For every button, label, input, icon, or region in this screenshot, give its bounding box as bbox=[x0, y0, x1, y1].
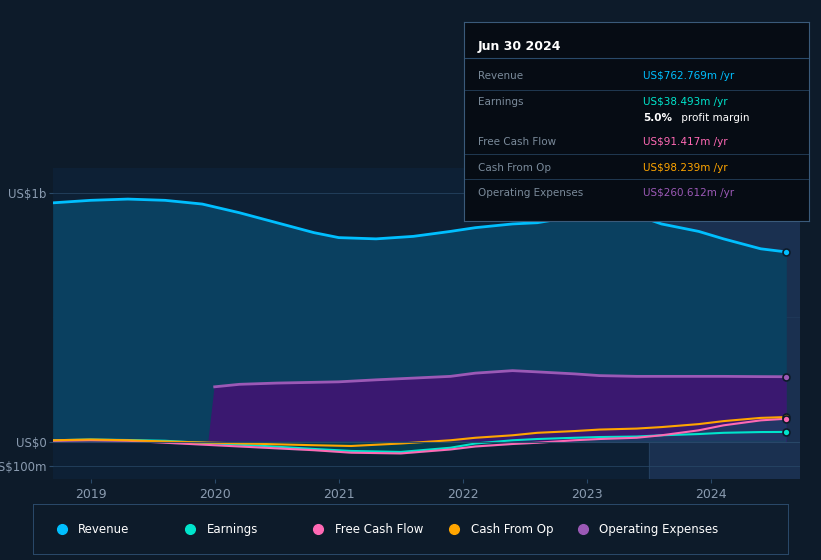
Text: US$260.612m /yr: US$260.612m /yr bbox=[643, 188, 734, 198]
Text: US$91.417m /yr: US$91.417m /yr bbox=[643, 137, 727, 147]
Text: US$38.493m /yr: US$38.493m /yr bbox=[643, 97, 727, 107]
Text: Free Cash Flow: Free Cash Flow bbox=[335, 522, 424, 536]
Text: US$98.239m /yr: US$98.239m /yr bbox=[643, 162, 727, 172]
Text: Free Cash Flow: Free Cash Flow bbox=[478, 137, 556, 147]
Text: US$762.769m /yr: US$762.769m /yr bbox=[643, 71, 735, 81]
Text: Jun 30 2024: Jun 30 2024 bbox=[478, 40, 562, 53]
Text: profit margin: profit margin bbox=[677, 113, 749, 123]
Text: Revenue: Revenue bbox=[78, 522, 130, 536]
Text: Operating Expenses: Operating Expenses bbox=[478, 188, 583, 198]
Text: Revenue: Revenue bbox=[478, 71, 523, 81]
Text: Earnings: Earnings bbox=[478, 97, 523, 107]
Text: Cash From Op: Cash From Op bbox=[478, 162, 551, 172]
Bar bbox=[649, 168, 800, 479]
Text: Earnings: Earnings bbox=[207, 522, 258, 536]
Text: Operating Expenses: Operating Expenses bbox=[599, 522, 718, 536]
Text: 5.0%: 5.0% bbox=[643, 113, 672, 123]
Text: Cash From Op: Cash From Op bbox=[471, 522, 553, 536]
